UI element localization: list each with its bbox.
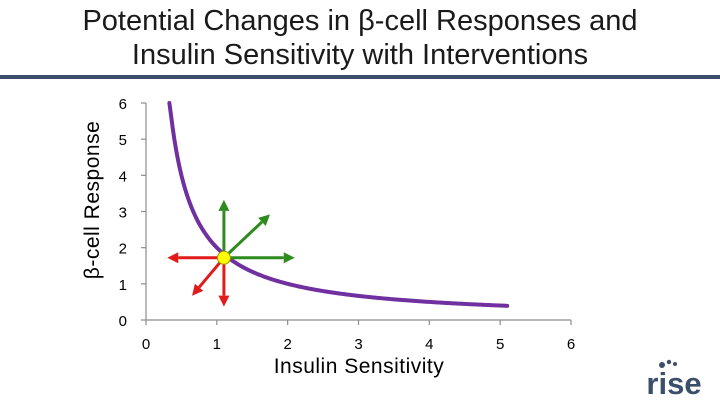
arrow-head (167, 252, 179, 264)
x-axis-label: Insulin Sensitivity (274, 355, 445, 378)
arrow-down-left (192, 256, 226, 296)
slide-title: Potential Changes in β-cell Responses an… (0, 4, 720, 72)
arrow-right (223, 252, 295, 264)
arrow-left (167, 252, 224, 264)
y-tick-label: 1 (119, 277, 127, 294)
x-tick-label: 4 (425, 336, 433, 353)
y-tick-label: 6 (119, 96, 127, 113)
title-line-2: Insulin Sensitivity with Interventions (131, 39, 589, 71)
arrow-head (192, 283, 204, 296)
x-tick-label: 3 (354, 336, 362, 353)
title-divider (0, 75, 720, 79)
y-tick-label: 3 (119, 205, 127, 222)
logo-text: rise (646, 366, 701, 398)
arrow-down (218, 257, 230, 307)
curve-line (167, 101, 510, 308)
y-tick-label: 5 (119, 132, 127, 149)
arrow-head (218, 295, 230, 307)
arrow-head (283, 252, 295, 264)
y-tick-label: 0 (119, 313, 127, 330)
arrow-up (218, 199, 230, 258)
logo-dot (673, 362, 677, 366)
title-line-1: Potential Changes in β-cell Responses an… (82, 5, 638, 37)
y-tick-label: 4 (119, 168, 127, 185)
arrow-head (218, 199, 230, 211)
arrow-shaft (222, 220, 263, 259)
rise-logo: rise (646, 359, 702, 398)
x-tick-label: 6 (567, 336, 575, 353)
x-tick-label: 0 (142, 336, 150, 353)
x-tick-label: 1 (213, 336, 221, 353)
data-point (216, 250, 231, 265)
x-tick-label: 5 (496, 336, 504, 353)
arrow-head (258, 214, 270, 226)
logo-dot (666, 359, 672, 365)
y-axis-label: β-cell Response (81, 121, 104, 279)
x-tick-label: 2 (283, 336, 291, 353)
y-tick-label: 2 (119, 241, 127, 258)
arrow-up-right (222, 214, 270, 259)
logo-dot (659, 362, 665, 368)
